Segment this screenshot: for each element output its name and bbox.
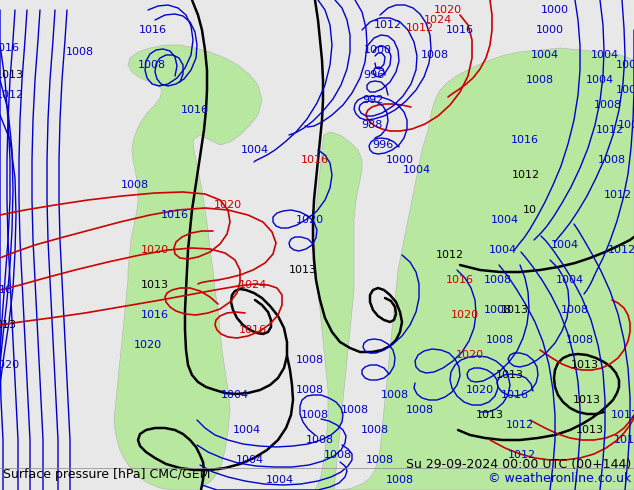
Text: 1004: 1004	[491, 215, 519, 225]
Text: 1008: 1008	[594, 100, 622, 110]
Text: 996: 996	[363, 70, 385, 80]
Text: 1008: 1008	[366, 455, 394, 465]
Text: 1004: 1004	[531, 50, 559, 60]
Text: 10: 10	[523, 205, 537, 215]
Text: 1004: 1004	[489, 245, 517, 255]
Text: 1013: 1013	[0, 70, 24, 80]
Text: 1016: 1016	[446, 25, 474, 35]
Text: 1008: 1008	[341, 405, 369, 415]
Text: 1008: 1008	[296, 355, 324, 365]
Text: 1008: 1008	[406, 405, 434, 415]
Text: 1008: 1008	[381, 390, 409, 400]
Text: 1016: 1016	[501, 390, 529, 400]
Text: 16: 16	[0, 285, 13, 295]
Text: 1013: 1013	[571, 360, 599, 370]
Text: 1020: 1020	[0, 360, 20, 370]
Text: 1000: 1000	[616, 60, 634, 70]
Text: 1020: 1020	[466, 385, 494, 395]
Text: 1012: 1012	[436, 250, 464, 260]
Text: 1008: 1008	[561, 305, 589, 315]
Polygon shape	[315, 132, 362, 490]
Text: 1012: 1012	[614, 435, 634, 445]
Text: 1004: 1004	[556, 275, 584, 285]
Text: 1004: 1004	[586, 75, 614, 85]
Text: Su 29-09-2024 00:00 UTC (00+144): Su 29-09-2024 00:00 UTC (00+144)	[406, 458, 631, 471]
Text: 013: 013	[0, 320, 16, 330]
Text: 1016: 1016	[139, 25, 167, 35]
Text: 1008: 1008	[484, 305, 512, 315]
Text: 1008: 1008	[66, 47, 94, 57]
Text: 1013: 1013	[496, 370, 524, 380]
Text: 1012: 1012	[508, 450, 536, 460]
Text: 1008: 1008	[121, 180, 149, 190]
Text: 1012: 1012	[596, 125, 624, 135]
Text: 1008: 1008	[598, 155, 626, 165]
Text: 1008: 1008	[138, 60, 166, 70]
Text: 1013: 1013	[141, 280, 169, 290]
Text: 1012: 1012	[512, 170, 540, 180]
Text: 1000: 1000	[541, 5, 569, 15]
Text: Surface pressure [hPa] CMC/GEM: Surface pressure [hPa] CMC/GEM	[3, 468, 210, 481]
Text: 1012: 1012	[604, 190, 632, 200]
Text: 1008: 1008	[306, 435, 334, 445]
Text: 1004: 1004	[221, 390, 249, 400]
Text: 1004: 1004	[403, 165, 431, 175]
Text: 1008: 1008	[301, 410, 329, 420]
Text: 1013: 1013	[576, 425, 604, 435]
Polygon shape	[310, 48, 634, 490]
Text: 1012: 1012	[608, 245, 634, 255]
Text: 1012: 1012	[611, 410, 634, 420]
Text: 1016: 1016	[511, 135, 539, 145]
Text: 1004: 1004	[266, 475, 294, 485]
Text: 1020: 1020	[141, 245, 169, 255]
Text: 1012: 1012	[506, 420, 534, 430]
Text: 1024: 1024	[424, 15, 452, 25]
Text: 1016: 1016	[301, 155, 329, 165]
Text: 996: 996	[372, 140, 394, 150]
Text: 1008: 1008	[386, 475, 414, 485]
Text: 1012: 1012	[406, 23, 434, 33]
Text: 1016: 1016	[181, 105, 209, 115]
Text: 1004: 1004	[591, 50, 619, 60]
Text: 1024: 1024	[239, 280, 267, 290]
Text: 1020: 1020	[456, 350, 484, 360]
Text: 1020: 1020	[434, 5, 462, 15]
Text: 1016: 1016	[446, 275, 474, 285]
Text: 1012: 1012	[0, 90, 24, 100]
Text: 1008: 1008	[484, 275, 512, 285]
Text: 1013: 1013	[476, 410, 504, 420]
Text: 988: 988	[361, 120, 383, 130]
Polygon shape	[114, 45, 262, 490]
Text: 1008: 1008	[421, 50, 449, 60]
Text: 1004: 1004	[241, 145, 269, 155]
Text: 1013: 1013	[501, 305, 529, 315]
Text: 1000: 1000	[386, 155, 414, 165]
Text: 1004: 1004	[551, 240, 579, 250]
Text: 1000: 1000	[364, 45, 392, 55]
Text: 1004: 1004	[233, 425, 261, 435]
Text: 1016: 1016	[141, 310, 169, 320]
Text: 1008: 1008	[566, 335, 594, 345]
Text: 992: 992	[362, 95, 384, 105]
Text: 1008: 1008	[361, 425, 389, 435]
Text: 1016: 1016	[0, 43, 20, 53]
Text: © weatheronline.co.uk: © weatheronline.co.uk	[488, 472, 631, 485]
Text: 1016: 1016	[239, 325, 267, 335]
Text: 1016: 1016	[161, 210, 189, 220]
Text: 1008: 1008	[526, 75, 554, 85]
Text: 1004: 1004	[236, 455, 264, 465]
Text: 1020: 1020	[451, 310, 479, 320]
Text: 1008: 1008	[618, 120, 634, 130]
Text: 1013: 1013	[289, 265, 317, 275]
Text: 1013: 1013	[573, 395, 601, 405]
Text: 1008: 1008	[324, 450, 352, 460]
Text: 1020: 1020	[134, 340, 162, 350]
Text: 1000: 1000	[536, 25, 564, 35]
Text: 1008: 1008	[486, 335, 514, 345]
Text: 1020: 1020	[296, 215, 324, 225]
Text: 1020: 1020	[214, 200, 242, 210]
Text: 1012: 1012	[374, 20, 402, 30]
Text: 1004: 1004	[616, 85, 634, 95]
Text: 1008: 1008	[296, 385, 324, 395]
